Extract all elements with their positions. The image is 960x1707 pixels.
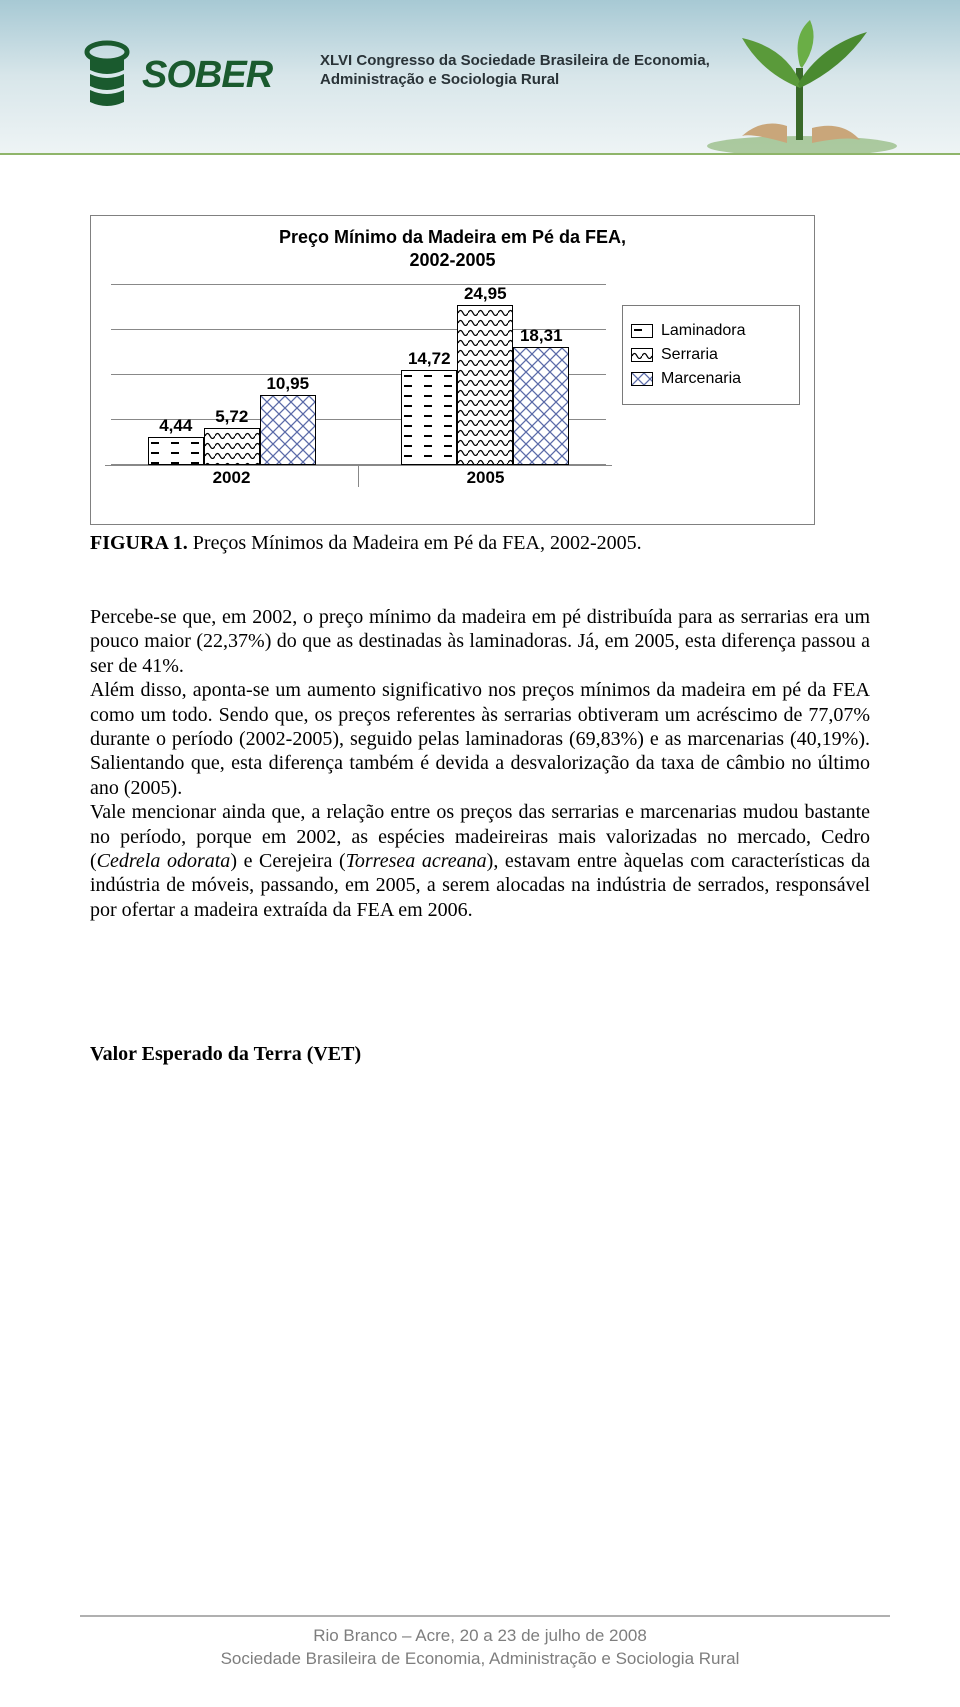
- para3-italic2: Torresea acreana: [346, 850, 487, 872]
- header-banner: SOBER XLVI Congresso da Sociedade Brasil…: [0, 0, 960, 155]
- bar-label: 10,95: [266, 374, 309, 394]
- bar-label: 18,31: [520, 326, 563, 346]
- para3-italic1: Cedrela odorata: [97, 850, 231, 872]
- sober-emblem-icon: [80, 40, 134, 110]
- plant-decor-icon: [692, 18, 912, 153]
- price-chart: Preço Mínimo da Madeira em Pé da FEA, 20…: [90, 215, 815, 525]
- legend-swatch-icon: [631, 324, 653, 338]
- footer-divider: [80, 1615, 890, 1617]
- paragraph-2: Além disso, aponta-se um aumento signifi…: [90, 678, 870, 800]
- chart-plot: 4,44 5,72 10,95 14,72 24,95: [105, 277, 612, 487]
- legend-swatch-icon: [631, 348, 653, 362]
- legend-label: Serraria: [661, 346, 718, 364]
- bar-label: 5,72: [215, 407, 248, 427]
- legend-label: Marcenaria: [661, 370, 741, 388]
- legend-item-serraria: Serraria: [631, 346, 791, 364]
- bar-serraria-2002: 5,72: [204, 428, 260, 465]
- footer-line2: Sociedade Brasileira de Economia, Admini…: [0, 1648, 960, 1671]
- chart-title: Preço Mínimo da Madeira em Pé da FEA, 20…: [105, 226, 800, 271]
- sober-logo-text: SOBER: [142, 54, 272, 97]
- chart-legend: Laminadora Serraria Marcenaria: [622, 305, 800, 405]
- figure-caption: FIGURA 1. Preços Mínimos da Madeira em P…: [90, 532, 642, 555]
- bar-group-2002: 4,44 5,72 10,95: [105, 285, 359, 465]
- body-text: Percebe-se que, em 2002, o preço mínimo …: [90, 605, 870, 1066]
- bar-marcenaria-2002: 10,95: [260, 395, 316, 465]
- caption-label: FIGURA 1.: [90, 532, 188, 554]
- x-axis: 2002 2005: [105, 465, 612, 487]
- legend-item-marcenaria: Marcenaria: [631, 370, 791, 388]
- bar-label: 24,95: [464, 284, 507, 304]
- chart-title-line1: Preço Mínimo da Madeira em Pé da FEA,: [279, 227, 626, 247]
- bar-marcenaria-2005: 18,31: [513, 347, 569, 465]
- bars-container: 4,44 5,72 10,95 14,72 24,95: [105, 285, 612, 465]
- bar-serraria-2005: 24,95: [457, 305, 513, 465]
- chart-body: 4,44 5,72 10,95 14,72 24,95: [105, 277, 800, 487]
- legend-item-laminadora: Laminadora: [631, 322, 791, 340]
- legend-swatch-icon: [631, 372, 653, 386]
- x-tick-2002: 2002: [105, 466, 358, 487]
- congress-line2: Administração e Sociologia Rural: [320, 71, 710, 90]
- bar-group-2005: 14,72 24,95 18,31: [359, 285, 613, 465]
- footer-text: Rio Branco – Acre, 20 a 23 de julho de 2…: [0, 1625, 960, 1671]
- bar-laminadora-2002: 4,44: [148, 437, 204, 466]
- bar-laminadora-2005: 14,72: [401, 370, 457, 465]
- bar-label: 4,44: [159, 416, 192, 436]
- footer-line1: Rio Branco – Acre, 20 a 23 de julho de 2…: [0, 1625, 960, 1648]
- chart-title-line2: 2002-2005: [409, 250, 495, 270]
- x-tick-2005: 2005: [358, 466, 612, 487]
- legend-label: Laminadora: [661, 322, 746, 340]
- paragraph-1: Percebe-se que, em 2002, o preço mínimo …: [90, 605, 870, 678]
- vet-heading: Valor Esperado da Terra (VET): [90, 1042, 870, 1066]
- paragraph-3: Vale mencionar ainda que, a relação entr…: [90, 800, 870, 922]
- caption-text: Preços Mínimos da Madeira em Pé da FEA, …: [188, 532, 642, 554]
- congress-line1: XLVI Congresso da Sociedade Brasileira d…: [320, 52, 710, 71]
- sober-logo: SOBER: [80, 40, 272, 110]
- congress-title: XLVI Congresso da Sociedade Brasileira d…: [320, 52, 710, 90]
- bar-label: 14,72: [408, 349, 451, 369]
- para3-b: ) e Cerejeira (: [230, 850, 345, 872]
